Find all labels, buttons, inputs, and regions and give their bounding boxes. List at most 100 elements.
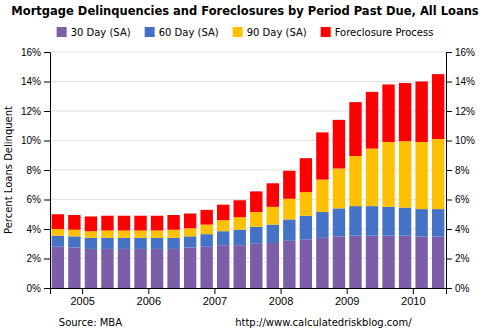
tick-mark bbox=[347, 288, 348, 294]
tick-mark bbox=[82, 288, 83, 294]
bar bbox=[85, 238, 97, 249]
bar bbox=[52, 229, 64, 236]
chart: Mortgage Delinquencies and Foreclosures … bbox=[0, 0, 490, 332]
bar bbox=[118, 238, 130, 249]
bar bbox=[316, 132, 328, 179]
tick-mark bbox=[446, 52, 452, 53]
bar bbox=[366, 92, 378, 149]
bar bbox=[167, 238, 179, 249]
legend-label: 30 Day (SA) bbox=[71, 27, 131, 38]
tick: 2009 bbox=[335, 288, 359, 307]
bar bbox=[300, 158, 312, 192]
bar bbox=[68, 215, 80, 230]
bar bbox=[432, 74, 444, 139]
legend-item: 60 Day (SA) bbox=[145, 27, 219, 38]
tick: 2010 bbox=[401, 288, 425, 307]
tick-mark bbox=[44, 229, 50, 230]
legend-swatch bbox=[145, 27, 155, 37]
tick-label: 2009 bbox=[335, 295, 359, 307]
tick-label: 6% bbox=[27, 194, 42, 205]
tick: 2008 bbox=[269, 288, 293, 307]
bar bbox=[399, 236, 411, 288]
series bbox=[52, 236, 445, 288]
bar bbox=[333, 169, 345, 209]
tick-mark bbox=[446, 200, 452, 201]
tick-label: 2006 bbox=[137, 295, 161, 307]
bar bbox=[316, 238, 328, 288]
bar bbox=[432, 236, 444, 288]
bar bbox=[316, 180, 328, 212]
bar bbox=[85, 249, 97, 288]
plot: 0%2%4%6%8%10%12%14%16%0%2%4%6%8%10%12%14… bbox=[21, 47, 475, 307]
annotation: Source: MBA bbox=[59, 317, 122, 328]
bar bbox=[200, 247, 212, 288]
tick: 16% bbox=[21, 47, 50, 58]
grid-line bbox=[50, 52, 446, 53]
tick-label: 2% bbox=[27, 253, 42, 264]
tick-label: 8% bbox=[27, 165, 42, 176]
tick: 8% bbox=[27, 165, 50, 176]
legend-label: Foreclosure Process bbox=[335, 27, 434, 38]
bar bbox=[382, 142, 394, 207]
tick-mark bbox=[44, 288, 50, 289]
grid bbox=[50, 52, 446, 288]
legend-label: 90 Day (SA) bbox=[247, 27, 307, 38]
bar bbox=[366, 149, 378, 207]
legend-swatch bbox=[233, 27, 243, 37]
bar bbox=[234, 200, 246, 217]
tick-mark bbox=[446, 229, 452, 230]
bar bbox=[399, 141, 411, 207]
bar bbox=[234, 230, 246, 245]
bars bbox=[52, 74, 445, 288]
tick: 12% bbox=[21, 106, 50, 117]
tick-label: 2007 bbox=[203, 295, 227, 307]
legend-item: 90 Day (SA) bbox=[233, 27, 307, 38]
bar bbox=[283, 241, 295, 288]
tick-mark bbox=[148, 288, 149, 294]
tick-mark bbox=[44, 170, 50, 171]
tick-label: 4% bbox=[27, 224, 42, 235]
tick-label: 2005 bbox=[70, 295, 94, 307]
tick-label: 16% bbox=[455, 47, 475, 58]
bar bbox=[382, 236, 394, 288]
bar bbox=[300, 192, 312, 216]
bar bbox=[134, 249, 146, 288]
bar bbox=[184, 214, 196, 229]
bar bbox=[101, 238, 113, 249]
bar bbox=[217, 205, 229, 220]
bar bbox=[85, 231, 97, 238]
tick: 12% bbox=[446, 106, 475, 117]
axis-line bbox=[44, 53, 51, 289]
bar bbox=[267, 225, 279, 243]
bar bbox=[167, 249, 179, 288]
tick: 0% bbox=[446, 283, 470, 294]
tick-mark bbox=[446, 170, 452, 171]
bar bbox=[184, 236, 196, 247]
bar bbox=[101, 230, 113, 237]
series bbox=[52, 139, 445, 238]
tick-label: 12% bbox=[21, 106, 41, 117]
bar bbox=[283, 199, 295, 220]
tick-mark bbox=[446, 111, 452, 112]
bar bbox=[184, 247, 196, 288]
bar bbox=[151, 216, 163, 231]
bar bbox=[300, 239, 312, 288]
tick: 2006 bbox=[137, 288, 161, 307]
legend-item: 30 Day (SA) bbox=[57, 27, 131, 38]
tick-label: 2008 bbox=[269, 295, 293, 307]
tick: 4% bbox=[446, 224, 470, 235]
tick-mark bbox=[44, 259, 50, 260]
tick-mark bbox=[446, 259, 452, 260]
bar bbox=[85, 216, 97, 231]
y-axis: 0%2%4%6%8%10%12%14%16% bbox=[21, 47, 51, 294]
tick-label: 10% bbox=[21, 135, 41, 146]
bar bbox=[300, 216, 312, 240]
bar bbox=[200, 234, 212, 247]
legend: 30 Day (SA) 60 Day (SA) 90 Day (SA) Foreclo… bbox=[57, 27, 434, 38]
bar bbox=[399, 208, 411, 236]
bar bbox=[415, 82, 427, 142]
bar bbox=[68, 230, 80, 237]
bar bbox=[134, 216, 146, 231]
bar bbox=[267, 243, 279, 288]
bar bbox=[250, 191, 262, 212]
